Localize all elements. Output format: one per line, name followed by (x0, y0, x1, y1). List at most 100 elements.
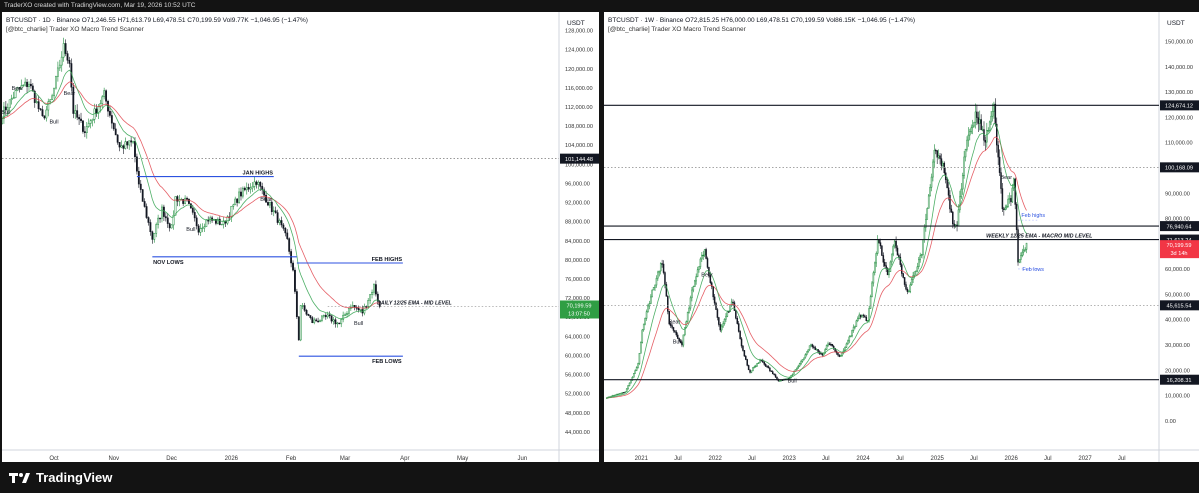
c0-x-tick-label: Nov (108, 456, 119, 462)
candle-body (859, 314, 862, 318)
candle-body (322, 315, 325, 317)
candle-body (145, 206, 148, 218)
c1-y-tick-label: 20,000.00 (1165, 368, 1190, 374)
candle-body (631, 376, 634, 381)
candle-body (830, 344, 832, 346)
daily-resistance-price-badge (560, 153, 599, 164)
candle-body (176, 196, 179, 202)
candle-body (120, 145, 123, 148)
tradingview-brand[interactable]: TradingView (9, 470, 112, 485)
weekly-level-label: 100,168.09 (1165, 166, 1193, 172)
c0-y-tick-label: 56,000.00 (565, 373, 590, 379)
candle-body (226, 216, 229, 224)
candle-body (800, 361, 802, 364)
candle-body (630, 380, 632, 384)
candle-body (764, 364, 767, 367)
candle-body (742, 345, 744, 351)
candle-body (112, 122, 115, 130)
weekly-last-price-countdown: 3d 14h (1170, 251, 1187, 257)
candle-body (641, 329, 644, 343)
candle-body (828, 343, 831, 345)
c1-x-tick-label: Jul (1044, 456, 1052, 462)
candle-body (618, 393, 621, 395)
weekly-chart-pane[interactable]: USDT 0.00 10,000.00 20,000.00 30,000.00 40,00… (604, 12, 1199, 462)
candle-body (238, 191, 240, 203)
candle-body (1011, 187, 1014, 203)
candle-body (834, 348, 836, 352)
daily-indicator-line: [@btc_charlie] Trader XO Macro Trend Sca… (6, 26, 144, 33)
candle-body (706, 258, 709, 268)
c1-x-tick-label: Jul (896, 456, 904, 462)
candle-body (199, 228, 202, 233)
candle-body (64, 43, 67, 54)
candle-body (657, 271, 659, 279)
candle-body (696, 269, 699, 277)
candle-body (925, 219, 927, 228)
c1-y-tick-label: 10,000.00 (1165, 394, 1190, 400)
candle-body (276, 212, 279, 223)
candle-body (770, 370, 773, 372)
candle-body (29, 83, 32, 87)
candle-body (824, 349, 826, 354)
candle-body (245, 187, 248, 191)
c0-x-tick-label: Apr (400, 456, 409, 462)
candle-body (831, 344, 834, 347)
candle-body (332, 319, 335, 322)
candle-body (865, 317, 868, 321)
c1-y-tick-label: 140,000.00 (1165, 65, 1193, 71)
c0-ema-25-line (2, 81, 380, 309)
candle-body (820, 353, 822, 355)
candle-body (986, 130, 988, 143)
candle-body (698, 266, 700, 270)
candle-body (315, 319, 318, 322)
weekly-annotation-label: WEEKLY 12/25 EMA - MACRO MID LEVEL (986, 234, 1092, 240)
candle-body (130, 140, 133, 143)
candle-body (1021, 251, 1024, 256)
candle-body (976, 111, 978, 118)
candle-body (28, 83, 30, 87)
candle-body (336, 322, 339, 325)
candle-body (311, 317, 314, 323)
candle-body (754, 365, 757, 368)
c0-x-tick-label: Feb (286, 456, 297, 462)
candle-body (68, 60, 71, 64)
candle-body (307, 314, 310, 316)
candle-body (929, 186, 931, 197)
weekly-chart-svg[interactable]: USDT 0.00 10,000.00 20,000.00 30,000.00 40,00… (604, 12, 1199, 462)
candle-body (851, 330, 853, 337)
c0-candles (2, 37, 381, 342)
candle-body (840, 355, 842, 357)
candle-body (766, 365, 768, 368)
candle-body (961, 175, 964, 190)
candle-body (346, 313, 348, 315)
candle-body (973, 122, 975, 127)
candle-body (1015, 204, 1018, 230)
c1-x-tick-label: 2021 (635, 456, 649, 462)
c1-x-tick-label: Jul (822, 456, 830, 462)
candle-body (959, 196, 961, 211)
candle-body (1013, 178, 1015, 189)
candle-body (313, 319, 316, 323)
candle-body (740, 338, 743, 347)
candle-body (371, 291, 373, 295)
candle-body (240, 191, 242, 197)
candle-body (866, 320, 869, 322)
daily-chart-pane[interactable]: USDT 44,000.00 48,000.00 52,000.00 56,000.00… (2, 12, 599, 462)
c0-y-tick-label: 72,000.00 (565, 296, 590, 302)
c0-currency-label: USDT (567, 20, 585, 27)
candle-body (182, 198, 185, 204)
candle-body (49, 99, 52, 102)
c1-y-tick-label: 110,000.00 (1165, 141, 1193, 147)
candle-body (793, 371, 795, 375)
candle-body (713, 296, 716, 304)
daily-ema-mid-label: DAILY 12/25 EMA - MID LEVEL (377, 300, 452, 306)
candle-body (845, 343, 848, 348)
c0-y-tick-label: 104,000.00 (565, 143, 593, 149)
candle-body (328, 314, 331, 317)
daily-last-price-value: 70,199.59 (567, 303, 592, 309)
candle-body (188, 199, 190, 204)
c0-x-tick-label: Mar (340, 456, 350, 462)
daily-chart-svg[interactable]: USDT 44,000.00 48,000.00 52,000.00 56,000.00… (2, 12, 599, 462)
candle-body (675, 331, 678, 336)
candle-body (788, 377, 791, 379)
